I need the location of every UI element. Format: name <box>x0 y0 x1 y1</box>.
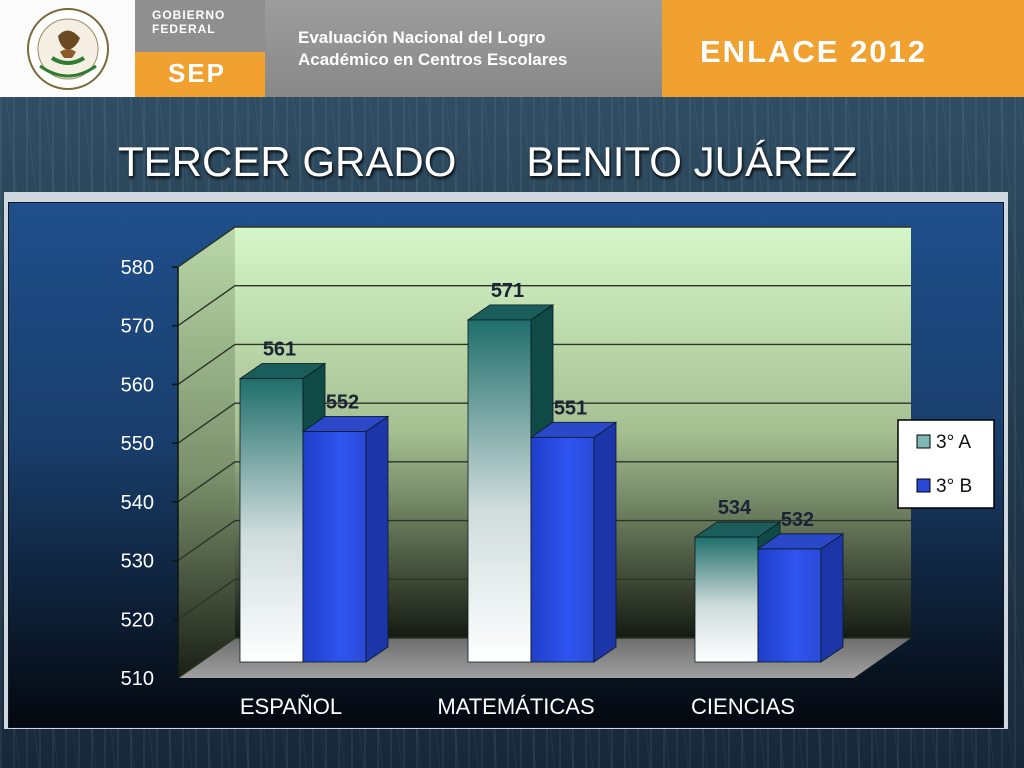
sep-label: SEP <box>168 58 227 88</box>
data-labels: 561 552 571 551 534 532 <box>263 280 814 531</box>
evaluation-panel <box>265 0 662 97</box>
data-label: 561 <box>263 339 296 361</box>
chart-gridlines <box>177 226 911 679</box>
bar-3a-front <box>694 536 759 663</box>
bar-chart: 510 520 530 540 550 560 570 580 561 552 571 551 534… <box>121 226 995 719</box>
gobierno-federal-label: Gobierno Federal <box>152 8 226 36</box>
y-tick-label: 580 <box>121 257 154 279</box>
bar-top <box>529 421 618 438</box>
data-label: 552 <box>326 391 359 413</box>
y-tick-label: 540 <box>121 492 154 514</box>
bar-3a-front <box>467 319 532 663</box>
bar-top <box>756 533 845 550</box>
data-label: 532 <box>781 509 814 531</box>
gridline <box>177 285 911 327</box>
bar-3b-front <box>530 436 595 663</box>
y-tick-label: 510 <box>121 668 154 690</box>
legend-box <box>897 419 995 509</box>
gridline <box>177 226 911 268</box>
legend-label: 3° B <box>936 476 972 497</box>
bar-side <box>365 415 389 663</box>
page-title: TERCER GRADO BENITO JUÁREZ <box>118 138 857 185</box>
bar-side <box>593 421 617 663</box>
bar-3b-front <box>302 430 367 663</box>
legend-swatch <box>916 478 931 493</box>
bar-side <box>820 533 844 663</box>
gridline <box>177 637 911 679</box>
gridline <box>177 519 911 562</box>
y-tick-label: 520 <box>121 609 154 631</box>
enlace-label: ENLACE 2012 <box>700 34 928 69</box>
bar-top <box>301 415 390 432</box>
gridline <box>177 578 911 620</box>
bar-top <box>466 304 555 321</box>
y-tick-label: 550 <box>121 433 154 455</box>
y-tick-label: 570 <box>121 316 154 338</box>
bar-top <box>693 521 782 538</box>
x-axis-categories: ESPAÑOL MATEMÁTICAS CIENCIAS <box>240 678 855 719</box>
gridline <box>177 343 911 386</box>
chart-legend: 3° A 3° B <box>897 419 995 509</box>
legend-label: 3° A <box>936 432 971 453</box>
chart-bars <box>238 304 845 663</box>
y-tick-label: 560 <box>121 374 154 396</box>
gridline <box>177 461 911 503</box>
enlace-panel <box>662 0 1024 97</box>
sep-panel <box>135 52 265 97</box>
bar-3a-front <box>239 378 304 663</box>
gridline <box>177 402 911 444</box>
data-label: 534 <box>718 497 752 519</box>
data-label: 571 <box>491 280 524 302</box>
x-category-label: CIENCIAS <box>691 694 795 719</box>
bar-3b-front <box>757 548 822 663</box>
x-category-label: MATEMÁTICAS <box>437 694 594 719</box>
data-label: 551 <box>554 397 587 419</box>
gobierno-panel <box>135 0 265 52</box>
seal-panel <box>0 0 135 97</box>
mexican-seal-icon <box>26 7 109 90</box>
header-banner: Gobierno Federal SEP Evaluación Nacional… <box>0 0 1024 97</box>
x-category-label: ESPAÑOL <box>240 694 342 719</box>
evaluation-label: Evaluación Nacional del Logro Académico … <box>298 28 568 69</box>
legend-swatch <box>916 434 931 449</box>
y-axis-ticks: 510 520 530 540 550 560 570 580 <box>121 257 179 690</box>
y-tick-label: 530 <box>121 551 154 573</box>
side-wall <box>178 227 235 678</box>
bar-top <box>238 363 327 379</box>
